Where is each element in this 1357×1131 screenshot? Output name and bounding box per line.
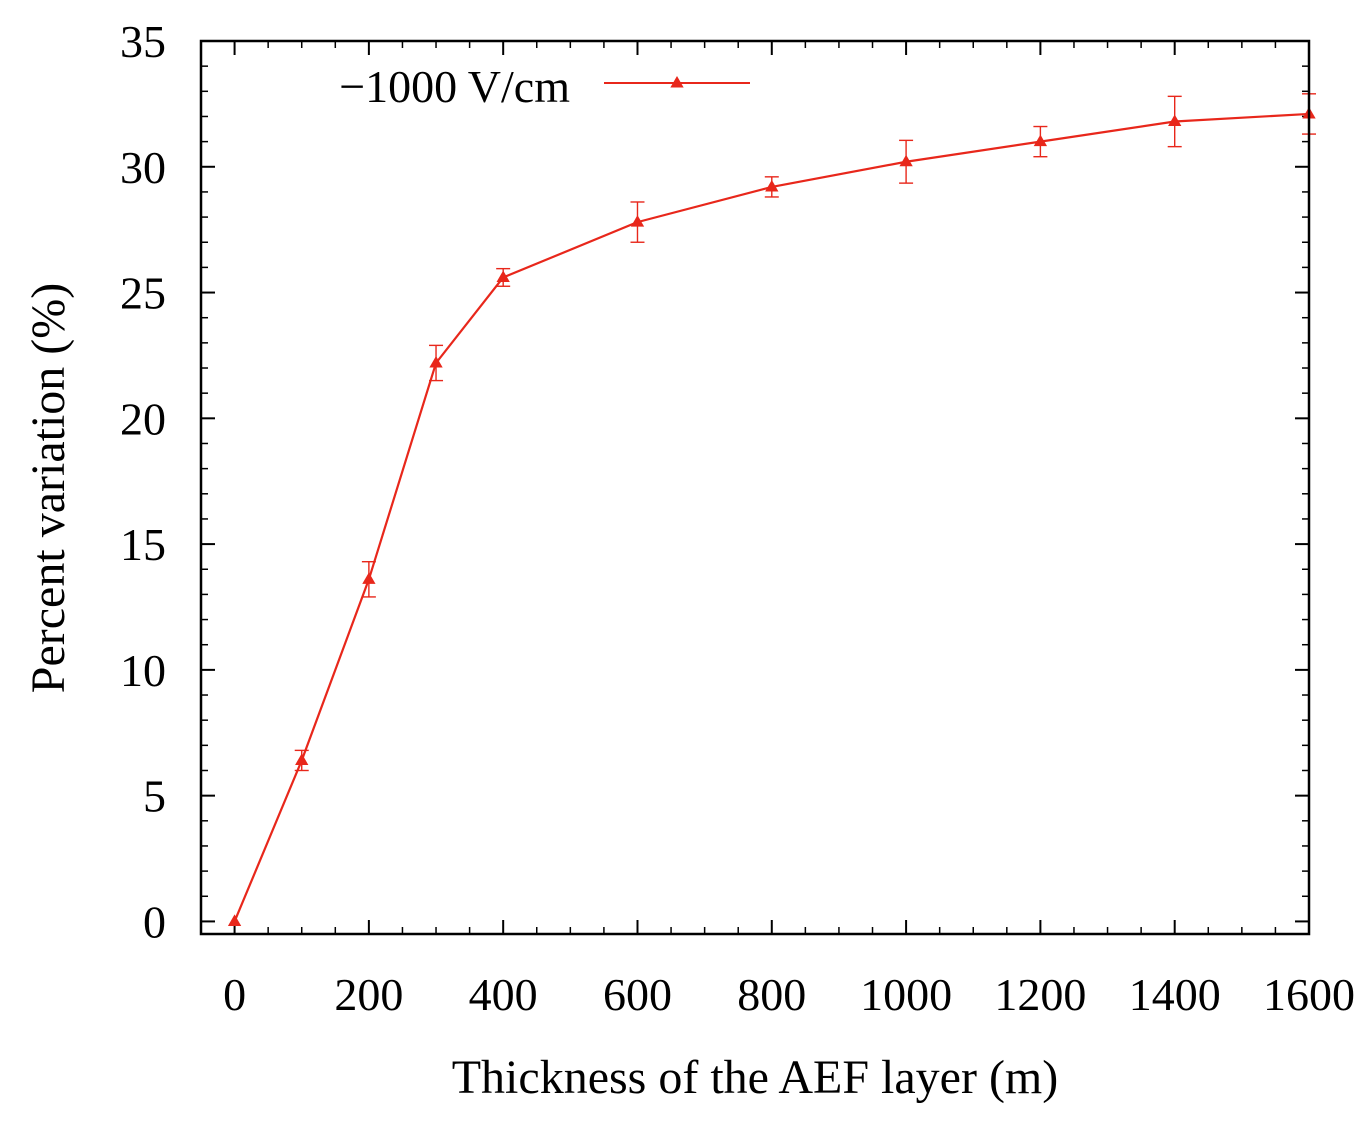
y-tick-label: 0 xyxy=(143,896,166,947)
x-tick-label: 600 xyxy=(603,969,672,1020)
x-axis-title: Thickness of the AEF layer (m) xyxy=(452,1051,1059,1104)
plot-frame xyxy=(199,39,1311,936)
data-point xyxy=(362,572,376,584)
x-tick-label: 1000 xyxy=(860,969,952,1020)
data-point xyxy=(899,154,913,167)
x-tick-label: 1400 xyxy=(1129,969,1221,1020)
data-point xyxy=(496,270,510,283)
tick-labels: 0 200 400 600 800 1000 1200 1400 1600 0 5 10 15 20 25 3… xyxy=(120,16,1355,1020)
x-tick-label: 0 xyxy=(223,969,246,1020)
y-tick-label: 30 xyxy=(120,142,166,193)
data-point xyxy=(429,355,443,368)
series-layer xyxy=(227,93,1316,926)
y-tick-label: 25 xyxy=(120,268,166,319)
axis-ticks xyxy=(200,40,1310,934)
data-point xyxy=(295,753,309,765)
x-tick-label: 800 xyxy=(737,969,806,1020)
x-tick-label: 1200 xyxy=(994,969,1086,1020)
x-tick-label: 200 xyxy=(334,969,403,1020)
y-tick-label: 15 xyxy=(120,519,166,570)
legend-label: −1000 V/cm xyxy=(339,61,570,112)
legend-marker xyxy=(670,76,684,88)
y-tick-label: 10 xyxy=(120,645,166,696)
y-tick-label: 35 xyxy=(120,16,166,67)
y-axis-title: Percent variation (%) xyxy=(22,283,75,693)
data-point xyxy=(1033,134,1048,147)
data-point xyxy=(227,914,242,926)
x-tick-label: 1600 xyxy=(1263,969,1355,1020)
data-point xyxy=(1168,114,1182,127)
data-point xyxy=(765,179,779,192)
legend: −1000 V/cm xyxy=(339,61,750,112)
series-line xyxy=(233,112,1310,922)
data-point xyxy=(630,215,645,227)
y-tick-label: 20 xyxy=(120,393,166,444)
x-tick-label: 400 xyxy=(469,969,538,1020)
y-tick-label: 5 xyxy=(143,771,166,822)
